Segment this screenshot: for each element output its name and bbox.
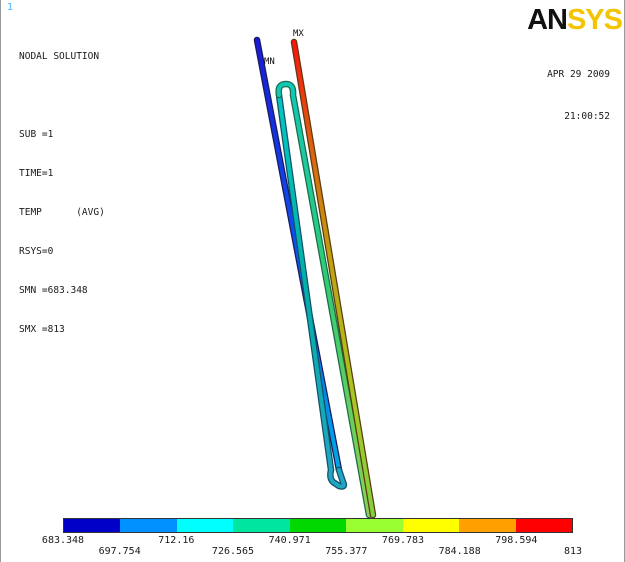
legend-value-7: 769.783 <box>381 535 425 546</box>
legend-swatch-4 <box>233 519 290 532</box>
legend-value-6: 755.377 <box>325 546 368 557</box>
temp-text: TEMP (AVG) <box>19 207 105 218</box>
legend-value-3: 712.16 <box>158 535 195 546</box>
substep-text: SUB =1 <box>19 129 54 140</box>
legend-value-10: 813 <box>563 546 583 557</box>
legend-swatch-5 <box>289 519 347 532</box>
pipe-max-leg-fill <box>292 40 375 517</box>
rsys-text: RSYS=0 <box>19 246 54 257</box>
legend-value-2: 697.754 <box>98 546 141 557</box>
legend-swatch-9 <box>515 519 572 532</box>
window-number: 1 <box>7 2 14 13</box>
legend-swatch-1 <box>64 519 121 532</box>
legend-swatch-3 <box>176 519 234 532</box>
solution-info-block: NODAL SOLUTION SUB =1 TIME=1 TEMP (AVG) … <box>19 24 105 362</box>
max-marker-label: MX <box>293 29 304 39</box>
pipe-upper-bend-fill <box>276 82 371 517</box>
legend-value-8: 784.188 <box>438 546 481 557</box>
contour-legend-bar <box>63 518 573 533</box>
legend-value-1: 683.348 <box>41 535 85 546</box>
logo-part-an: AN <box>527 4 568 36</box>
smx-text: SMX =813 <box>19 324 65 335</box>
time-text: TIME=1 <box>19 168 54 179</box>
time-text-stamp: 21:00:52 <box>564 111 610 122</box>
legend-value-9: 798.594 <box>495 535 538 546</box>
logo-part-sys: SYS <box>566 4 623 36</box>
contour-legend-labels: 683.348 697.754 712.16 726.565 740.971 755.37… <box>1 533 625 561</box>
date-text: APR 29 2009 <box>547 69 610 80</box>
pipe-lower-bend-fill <box>277 93 346 489</box>
legend-swatch-6 <box>346 519 403 532</box>
datestamp: APR 29 2009 21:00:52 <box>547 40 610 152</box>
legend-value-5: 740.971 <box>268 535 311 546</box>
smn-text: SMN =683.348 <box>19 285 88 296</box>
legend-swatch-2 <box>120 519 177 532</box>
legend-swatch-7 <box>402 519 460 532</box>
legend-value-4: 726.565 <box>211 546 255 557</box>
solution-title: NODAL SOLUTION <box>19 51 100 62</box>
ansys-logo: ANSYS <box>527 4 623 37</box>
legend-swatch-8 <box>459 519 516 532</box>
min-marker-label: MN <box>264 57 275 67</box>
